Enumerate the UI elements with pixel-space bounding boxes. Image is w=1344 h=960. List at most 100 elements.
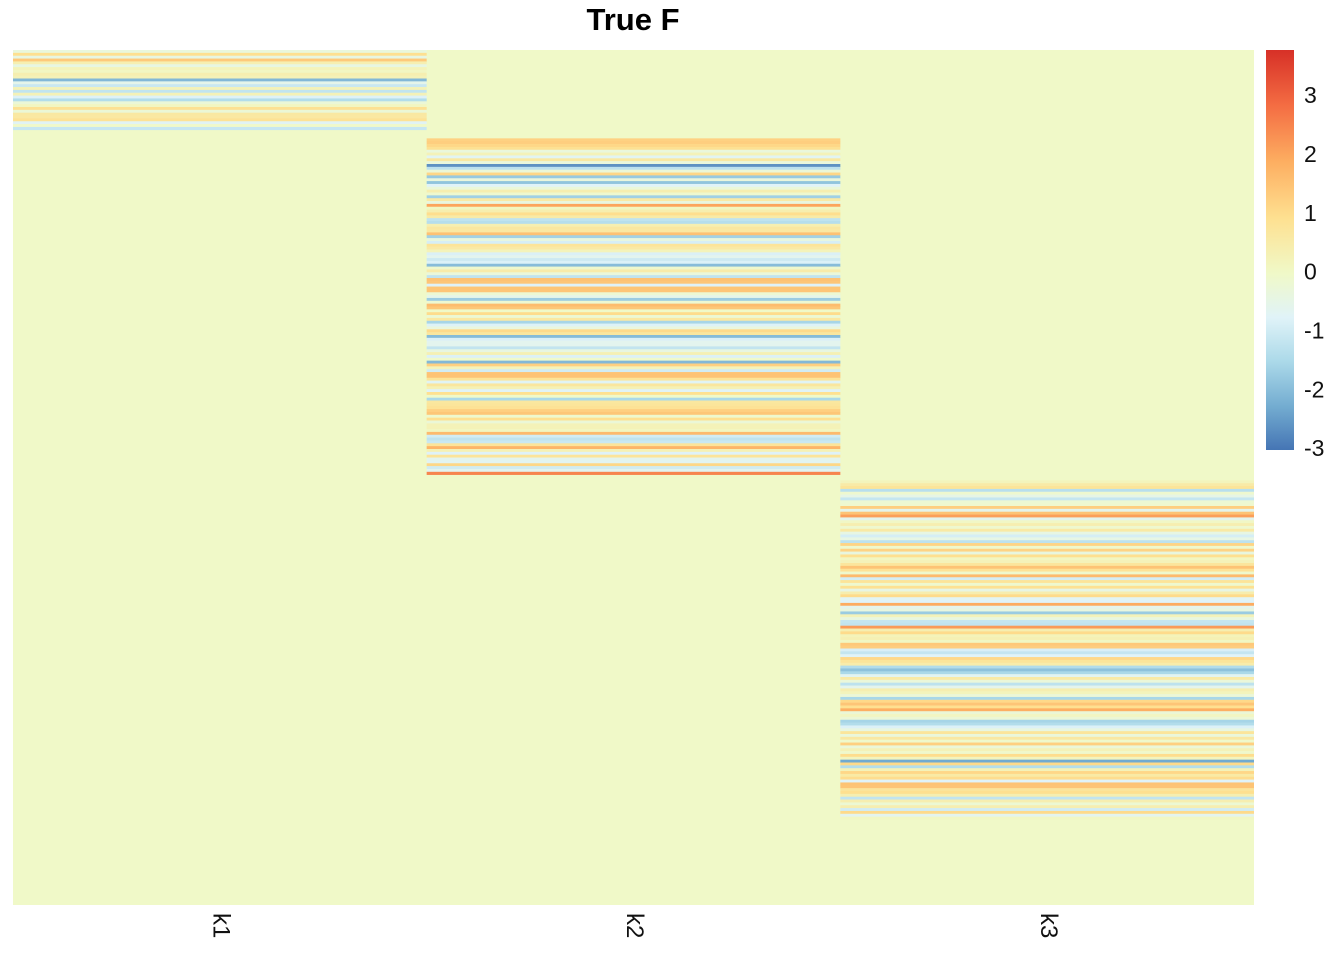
heatmap-cell (840, 759, 1254, 763)
heatmap-cell (426, 411, 841, 416)
heatmap-cell (840, 631, 1254, 635)
heatmap-cell (426, 238, 841, 242)
heatmap-cell (840, 716, 1254, 721)
heatmap-cell (426, 229, 841, 233)
heatmap-cell (426, 329, 841, 333)
heatmap-cell (426, 243, 841, 247)
heatmap-cell (426, 209, 841, 213)
heatmap-cell (840, 497, 1254, 501)
heatmap-cell (840, 674, 1254, 678)
heatmap-cell (426, 278, 841, 282)
heatmap-cell (840, 816, 1254, 820)
heatmap-cell (426, 295, 841, 299)
heatmap-cell (840, 585, 1254, 589)
column-label: k1 (207, 913, 234, 938)
heatmap-cell (840, 765, 1254, 769)
heatmap-cell (426, 175, 841, 179)
heatmap-cell (840, 622, 1254, 626)
heatmap-cell (13, 58, 427, 62)
heatmap-cell (840, 802, 1254, 806)
heatmap-cell (840, 791, 1254, 795)
heatmap-cell (13, 87, 427, 91)
heatmap-cell (840, 805, 1254, 809)
heatmap-cell (13, 124, 427, 128)
heatmap-cell (840, 808, 1254, 812)
chart-title: True F (586, 2, 680, 37)
heatmap-cell (426, 246, 841, 250)
heatmap-cell (840, 739, 1254, 743)
heatmap-cell (840, 637, 1254, 641)
heatmap-cell (426, 306, 841, 310)
heatmap-cell (426, 366, 841, 370)
heatmap-cell (840, 560, 1254, 564)
heatmap-cell (840, 788, 1254, 792)
heatmap-cell (840, 563, 1254, 567)
heatmap-cell (840, 500, 1254, 504)
heatmap-cell (840, 696, 1254, 701)
heatmap-cell (840, 677, 1254, 681)
heatmap-cell (840, 753, 1254, 758)
heatmap-cell (426, 389, 841, 393)
heatmap-cell (840, 506, 1254, 510)
heatmap-cell (426, 232, 841, 236)
heatmap: k1 k2 k3 (13, 50, 1254, 938)
column-label: k2 (621, 913, 648, 938)
heatmap-cell (840, 751, 1254, 755)
heatmap-cell (426, 226, 841, 230)
heatmap-cell (426, 218, 841, 222)
heatmap-cell (426, 426, 841, 430)
heatmap-cell (13, 107, 427, 111)
heatmap-cell (840, 605, 1254, 609)
heatmap-cell (426, 343, 841, 347)
heatmap-cell (840, 719, 1254, 723)
heatmap-cell (840, 651, 1254, 655)
heatmap-cell (840, 810, 1254, 815)
heatmap-cell (840, 665, 1254, 669)
heatmap-cell (840, 545, 1254, 550)
heatmap-cell (840, 534, 1254, 538)
heatmap-cell (426, 146, 841, 151)
heatmap-cell (426, 292, 841, 296)
heatmap-cell (840, 520, 1254, 524)
heatmap-cell (840, 620, 1254, 624)
heatmap-cell (426, 255, 841, 259)
heatmap-cell (840, 508, 1254, 512)
heatmap-cell (840, 588, 1254, 592)
heatmap-cell (840, 491, 1254, 495)
heatmap-cell (840, 571, 1254, 575)
heatmap-cell (426, 446, 841, 450)
heatmap-cell (840, 796, 1254, 800)
heatmap-cell (13, 67, 427, 71)
heatmap-cell (840, 662, 1254, 666)
heatmap-cell (13, 115, 427, 119)
legend-tick-label: -2 (1304, 376, 1324, 402)
heatmap-cell (840, 688, 1254, 692)
heatmap-cell (840, 600, 1254, 604)
heatmap-cell (840, 551, 1254, 555)
heatmap-cell (426, 392, 841, 396)
heatmap-cell (426, 346, 841, 350)
heatmap-cell (426, 252, 841, 256)
heatmap-cell (426, 352, 841, 356)
heatmap-cell (13, 75, 427, 79)
heatmap-cell (426, 297, 841, 302)
heatmap-cell (426, 386, 841, 390)
heatmap-cell (426, 144, 841, 148)
heatmap-cell (840, 682, 1254, 686)
heatmap-cell (840, 771, 1254, 775)
heatmap-cell (426, 240, 841, 245)
heatmap-cell (426, 203, 841, 208)
heatmap-cell (426, 363, 841, 367)
heatmap-cell (840, 597, 1254, 601)
heatmap-cell (426, 198, 841, 202)
heatmap-cell (840, 702, 1254, 706)
heatmap-cell (13, 101, 427, 105)
heatmap-cell (840, 517, 1254, 521)
heatmap-cell (13, 126, 427, 131)
heatmap-cell (426, 178, 841, 182)
heatmap-cell (426, 406, 841, 410)
heatmap-cell (426, 357, 841, 361)
heatmap-cell (426, 417, 841, 421)
heatmap-cell (426, 360, 841, 364)
heatmap-cell (426, 369, 841, 373)
